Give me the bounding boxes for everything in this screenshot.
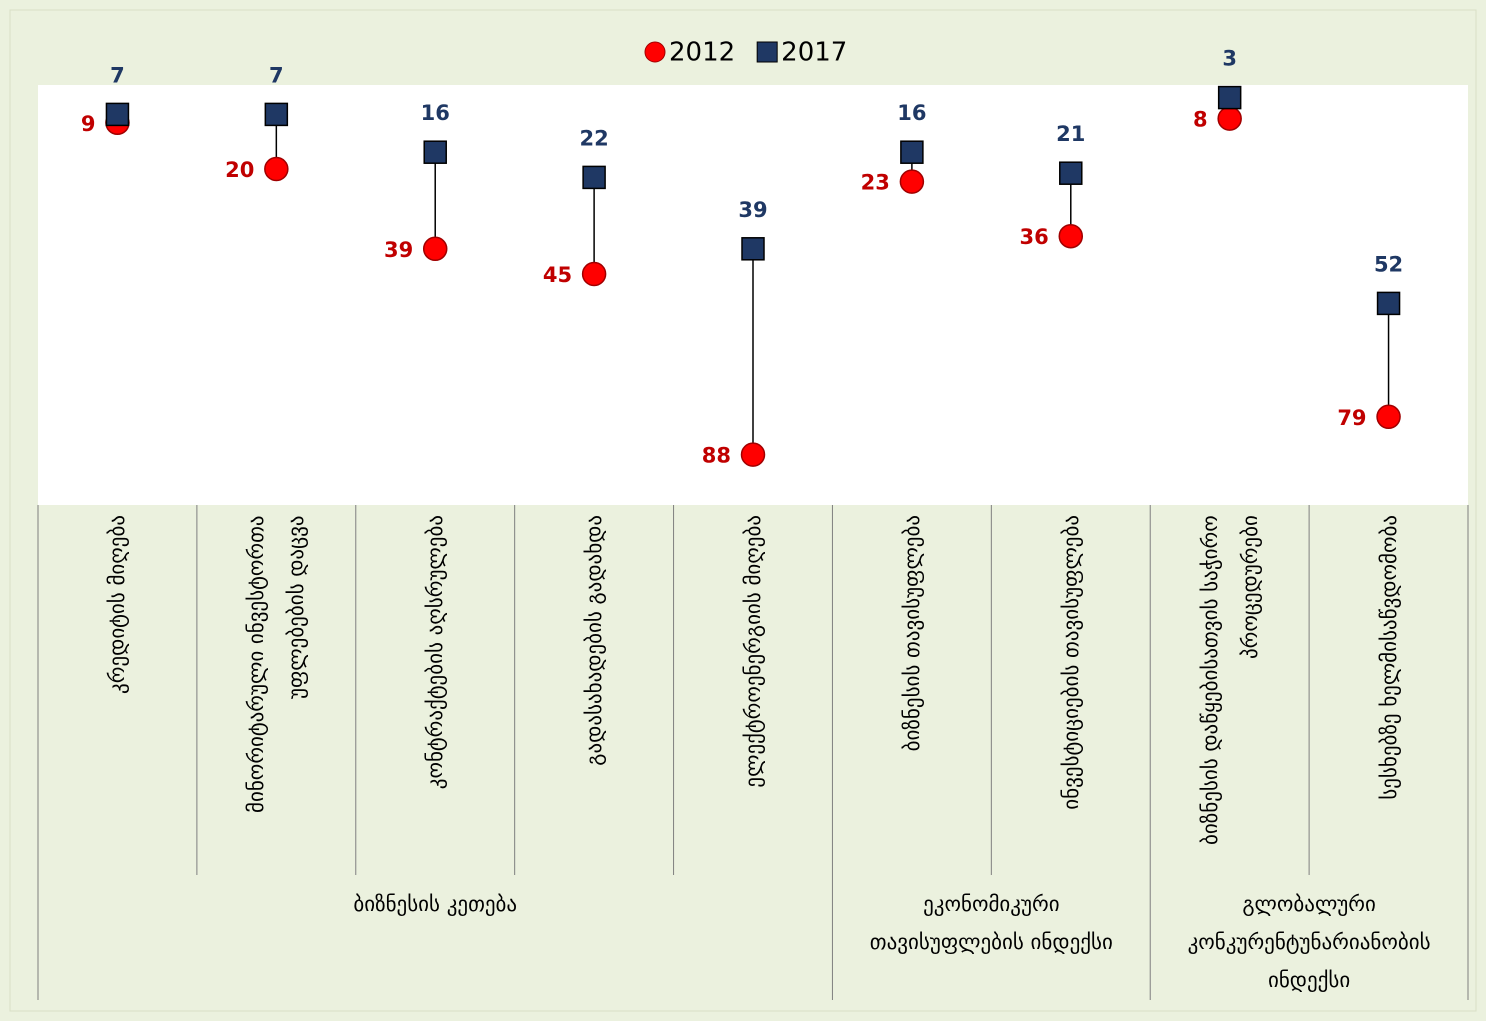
category-label-text: სესხებზე ხელმისაწვდომობა	[1376, 515, 1401, 800]
legend-label: 2012	[669, 38, 735, 68]
category-label-text: გადასახადების გადახდა	[582, 515, 607, 766]
group-label-text: გლობალური კონკურენტუნარიანობის ინდექსი	[1187, 892, 1431, 992]
value-label: 20	[225, 158, 254, 182]
category-label: მინორიტარული ინვესტორთა უფლებების დაცვა	[197, 515, 356, 870]
category-label: ინვესტიციების თავისუფლება	[991, 515, 1150, 870]
marker-circle	[1376, 404, 1401, 430]
category-label: სესხებზე ხელმისაწვდომობა	[1309, 515, 1468, 870]
group-label: ბიზნესის კეთება	[38, 885, 832, 923]
category-label: გადასახადების გადახდა	[515, 515, 674, 870]
value-label: 7	[269, 63, 284, 87]
category-label: ელექტროენერგიის მიღება	[674, 515, 833, 870]
marker-circle	[422, 236, 448, 262]
legend-marker	[756, 41, 778, 63]
group-label-text: ეკონომიკური თავისუფლების ინდექსი	[869, 892, 1113, 954]
category-label-text: ბიზნესის თავისუფლება	[899, 515, 924, 752]
marker-square	[1376, 291, 1401, 316]
value-label: 3	[1222, 47, 1237, 71]
marker-circle	[899, 169, 925, 194]
marker-square	[900, 140, 924, 164]
value-label: 88	[702, 444, 731, 468]
marker-circle	[1058, 223, 1084, 249]
value-label: 21	[1056, 122, 1085, 146]
group-label: ეკონომიკური თავისუფლების ინდექსი	[832, 885, 1150, 961]
value-label: 8	[1193, 108, 1208, 132]
value-label: 39	[738, 198, 767, 222]
value-label: 45	[543, 263, 572, 287]
value-label: 52	[1374, 252, 1403, 276]
marker-square	[264, 102, 289, 127]
category-label: ბიზნესის თავისუფლება	[832, 515, 991, 870]
marker-square	[582, 165, 606, 190]
value-label: 22	[579, 126, 608, 150]
marker-square	[741, 237, 765, 261]
category-label-text: ბიზნესის დაწყებისათვის საჭირო პროცედურებ…	[1197, 515, 1262, 845]
marker-square	[105, 102, 130, 127]
marker-circle	[581, 261, 607, 287]
legend-marker	[644, 41, 666, 63]
value-label: 39	[384, 238, 413, 262]
group-label: გლობალური კონკურენტუნარიანობის ინდექსი	[1150, 885, 1468, 999]
category-label: კონტრაქტების აღსრულება	[356, 515, 515, 870]
marker-circle	[740, 442, 766, 467]
category-label-text: ელექტროენერგიის მიღება	[740, 515, 765, 788]
marker-square	[1217, 85, 1242, 110]
marker-square	[1059, 161, 1083, 185]
category-label-text: კონტრაქტების აღსრულება	[423, 515, 448, 790]
marker-square	[423, 140, 447, 164]
value-label: 16	[897, 101, 926, 125]
marker-circle	[264, 156, 289, 182]
value-label: 79	[1337, 406, 1366, 430]
category-label: კრედიტის მიღება	[38, 515, 197, 870]
value-label: 9	[81, 112, 96, 136]
value-label: 16	[421, 101, 450, 125]
group-label-text: ბიზნესის კეთება	[353, 892, 518, 916]
category-label: ბიზნესის დაწყებისათვის საჭირო პროცედურებ…	[1150, 515, 1309, 870]
category-label-text: კრედიტის მიღება	[105, 515, 130, 694]
category-label-text: მინორიტარული ინვესტორთა უფლებების დაცვა	[244, 515, 309, 813]
value-label: 23	[861, 171, 890, 195]
value-label: 36	[1020, 225, 1049, 249]
frame	[9, 9, 1477, 1012]
category-label-text: ინვესტიციების თავისუფლება	[1058, 515, 1083, 810]
legend-label: 2017	[781, 38, 847, 68]
value-label: 7	[110, 63, 125, 87]
marker-circle	[1217, 106, 1242, 131]
